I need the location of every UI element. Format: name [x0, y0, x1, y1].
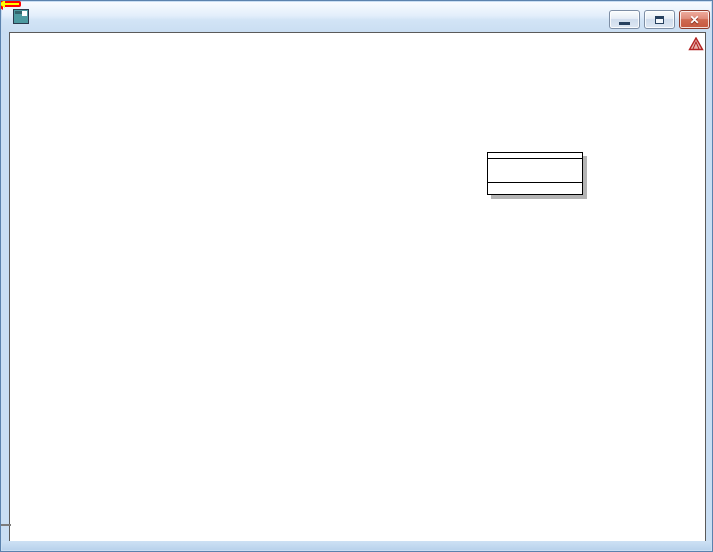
close-icon: ✕ — [689, 12, 700, 27]
window-bottom-border — [2, 541, 711, 550]
minimize-icon — [619, 21, 630, 25]
legend-entry — [488, 159, 582, 170]
restore-icon — [655, 15, 664, 24]
restore-button[interactable] — [644, 10, 675, 29]
close-button[interactable]: ✕ — [679, 10, 710, 29]
minimize-button[interactable] — [609, 10, 640, 29]
ansys-triangle-icon — [688, 37, 704, 51]
legend-box[interactable] — [487, 152, 583, 195]
window-icon — [13, 9, 29, 24]
marker-value-callout[interactable] — [1, 1, 21, 10]
plot-client-area — [9, 32, 706, 542]
title-bar[interactable]: ✕ — [2, 2, 711, 32]
legend-swatch-angle1 — [522, 163, 544, 166]
legend-swatch-angle2 — [522, 187, 544, 190]
marker-x-value-box[interactable] — [1, 524, 11, 526]
legend-entry — [488, 183, 582, 194]
